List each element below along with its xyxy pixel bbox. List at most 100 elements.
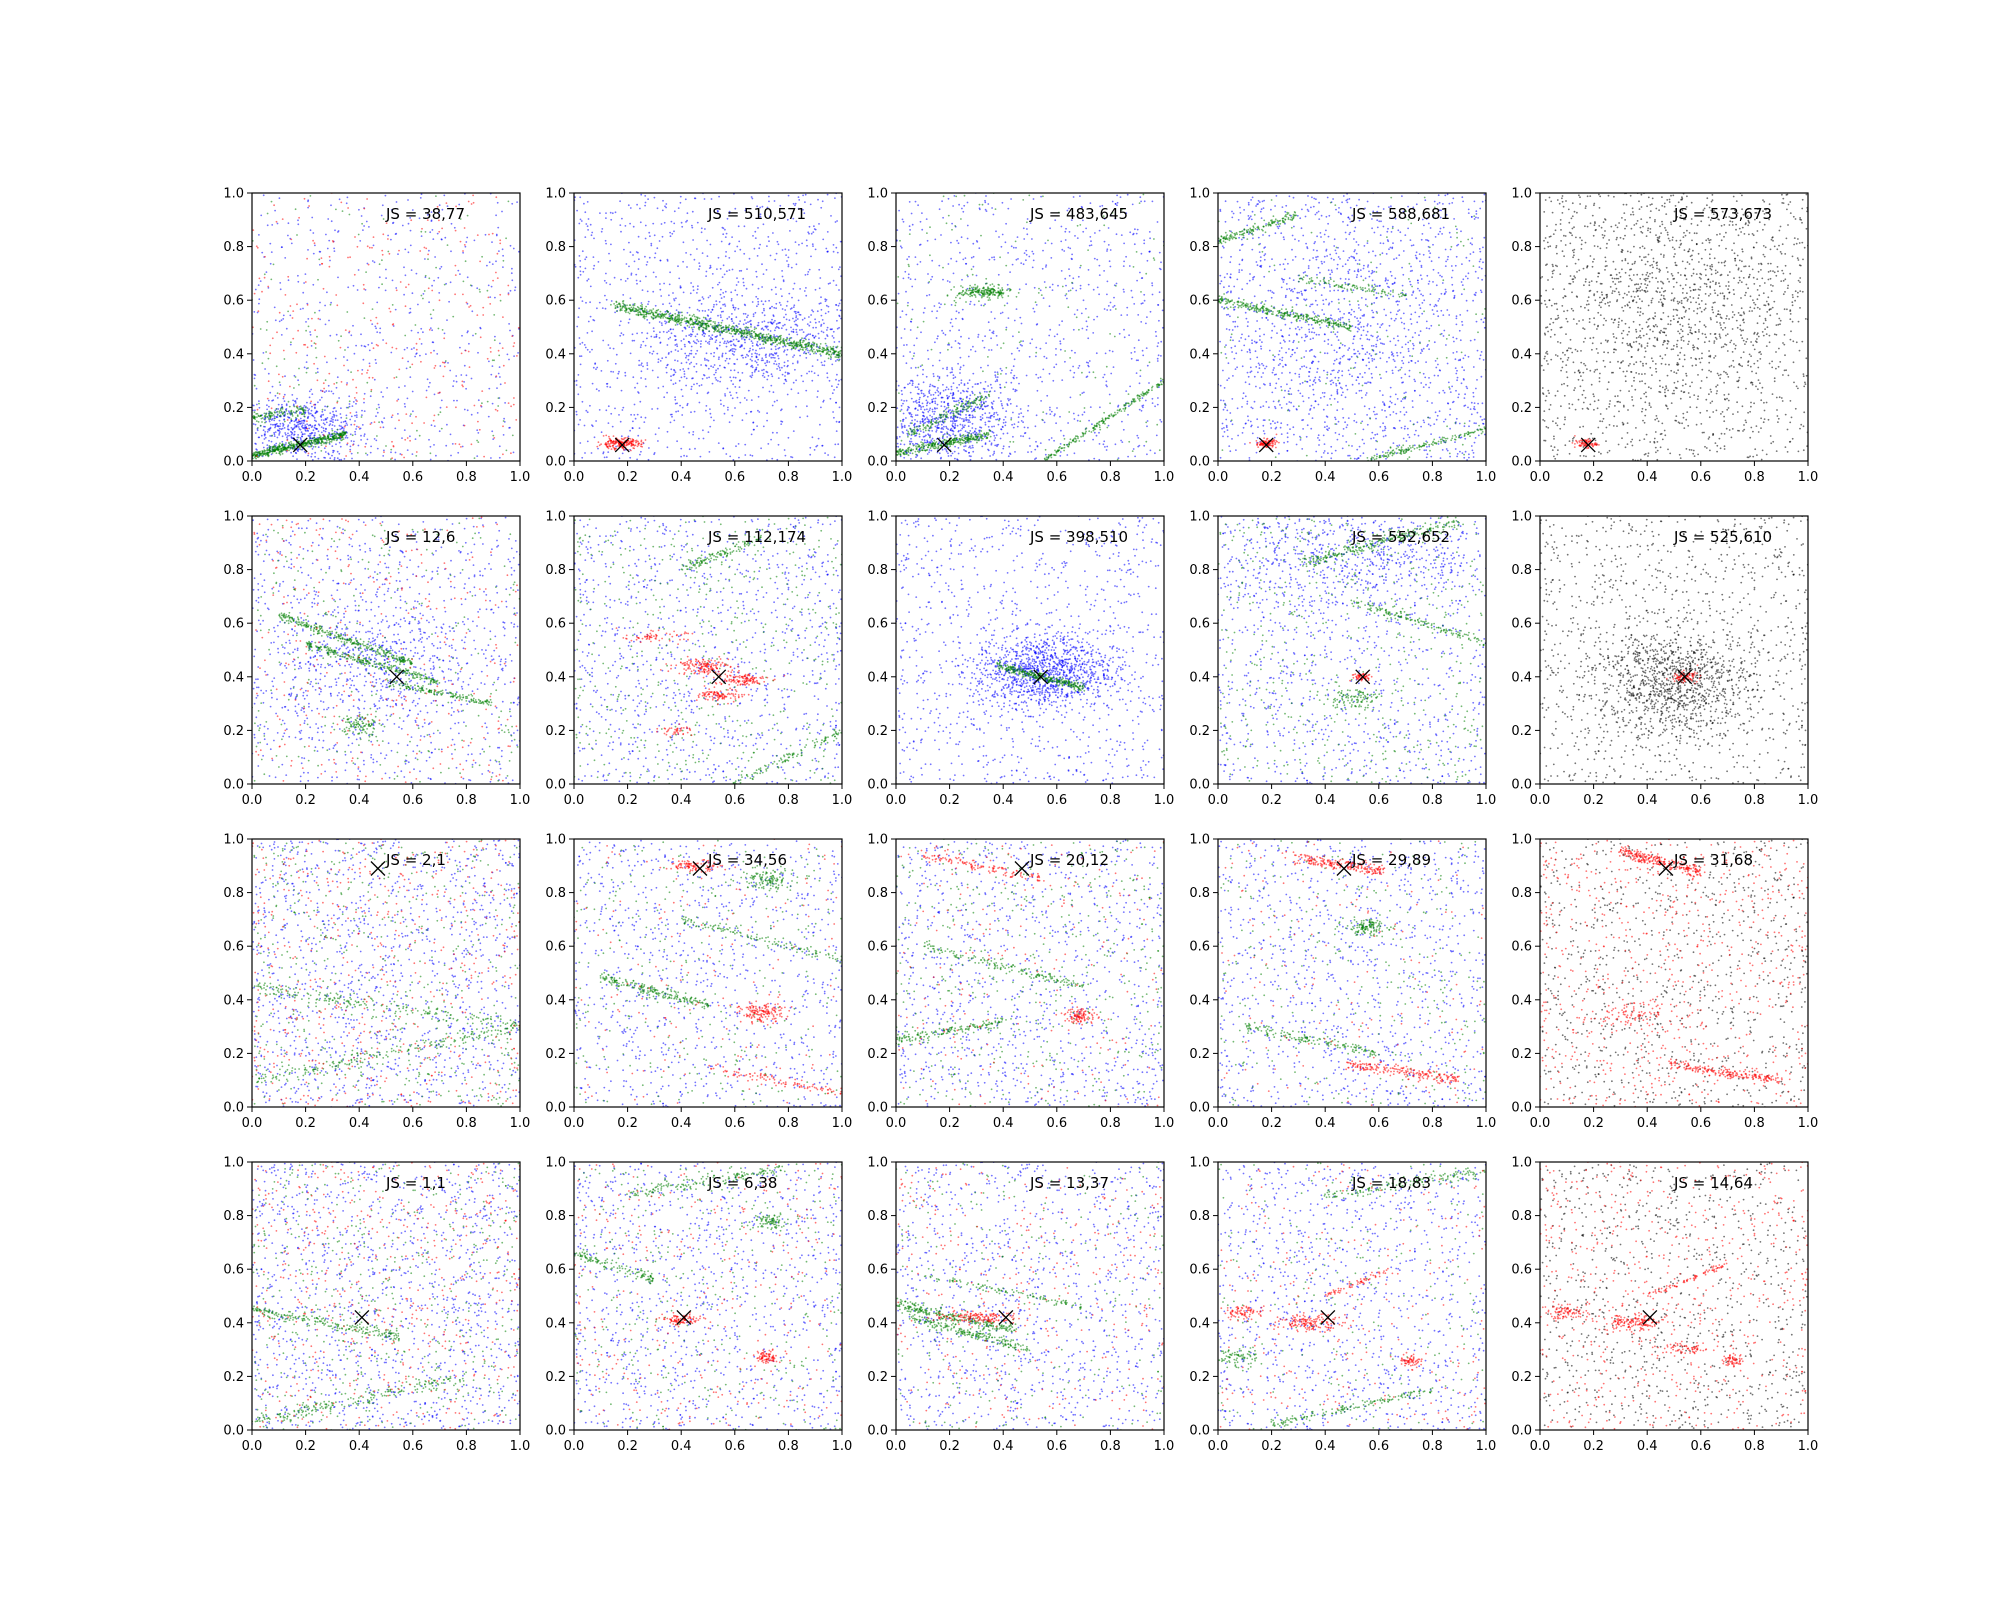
data-point [267,451,270,454]
data-point [589,285,592,288]
data-point [790,342,793,345]
data-point [1048,334,1051,337]
data-point [1132,448,1135,450]
data-point [395,347,398,350]
data-point [314,451,317,454]
data-point [261,421,263,423]
data-point [799,348,802,351]
data-point [755,275,758,278]
data-point [279,409,282,412]
data-point [832,279,835,282]
data-point [1087,283,1090,286]
data-point [817,390,819,393]
data-point [683,317,685,320]
data-point [1045,266,1047,268]
data-point [795,405,797,408]
data-point [718,281,721,284]
data-point [692,431,695,433]
data-point [803,290,806,292]
data-point [810,255,812,258]
data-point [635,441,637,444]
points-layer [252,193,520,461]
data-point [345,455,347,457]
data-point [670,375,672,378]
data-point [705,365,708,367]
data-point [619,320,622,323]
data-point [446,423,448,426]
data-point [507,200,510,203]
data-point [270,407,273,410]
data-point [441,329,444,331]
data-point [786,348,789,351]
data-point [635,313,638,316]
data-point [269,344,272,347]
data-point [820,308,823,311]
data-point [737,225,740,228]
data-point [376,411,379,414]
data-point [725,328,728,331]
data-point [631,333,634,336]
data-point [635,308,638,311]
data-point [431,284,433,287]
data-point [670,368,673,371]
data-point [763,336,766,338]
data-point [375,327,377,330]
data-point [349,445,352,448]
data-point [778,335,781,338]
data-point [744,356,747,359]
data-point [379,426,382,429]
data-point [783,316,785,319]
data-point [632,225,635,228]
data-point [767,328,769,331]
data-point [423,246,426,249]
data-point [467,330,469,333]
data-point [636,413,639,416]
data-point [608,439,611,442]
data-point [290,426,293,429]
data-point [293,387,295,389]
data-point [639,400,642,403]
data-point [1067,290,1070,292]
data-point [751,336,754,339]
data-point [314,445,317,448]
data-point [665,203,668,205]
data-point [787,360,789,362]
data-point [346,196,349,199]
data-point [258,298,261,301]
data-point [424,231,427,233]
data-point [809,344,812,347]
data-point [261,417,264,419]
data-point [711,338,713,340]
data-point [364,289,367,291]
data-point [732,322,735,324]
data-point [989,417,992,419]
data-point [296,415,299,418]
data-point [317,423,320,426]
data-point [730,394,732,397]
data-point [710,365,712,368]
data-point [830,356,832,359]
data-point [615,442,617,444]
data-point [271,399,273,402]
data-point [776,368,778,370]
data-point [719,293,722,296]
data-point [717,358,720,360]
data-point [645,275,647,278]
data-point [633,447,636,450]
data-point [715,369,717,372]
data-point [646,368,649,370]
data-point [429,381,431,384]
data-point [713,351,716,354]
data-point [699,343,702,345]
data-point [789,230,791,232]
data-point [423,422,425,424]
data-point [467,350,470,353]
data-point [411,422,413,425]
data-point [291,394,294,396]
y-tick-label: 0.0 [223,455,244,470]
data-point [916,263,919,266]
data-point [708,376,710,379]
data-point [263,434,266,437]
data-point [409,366,412,369]
data-point [325,418,328,421]
